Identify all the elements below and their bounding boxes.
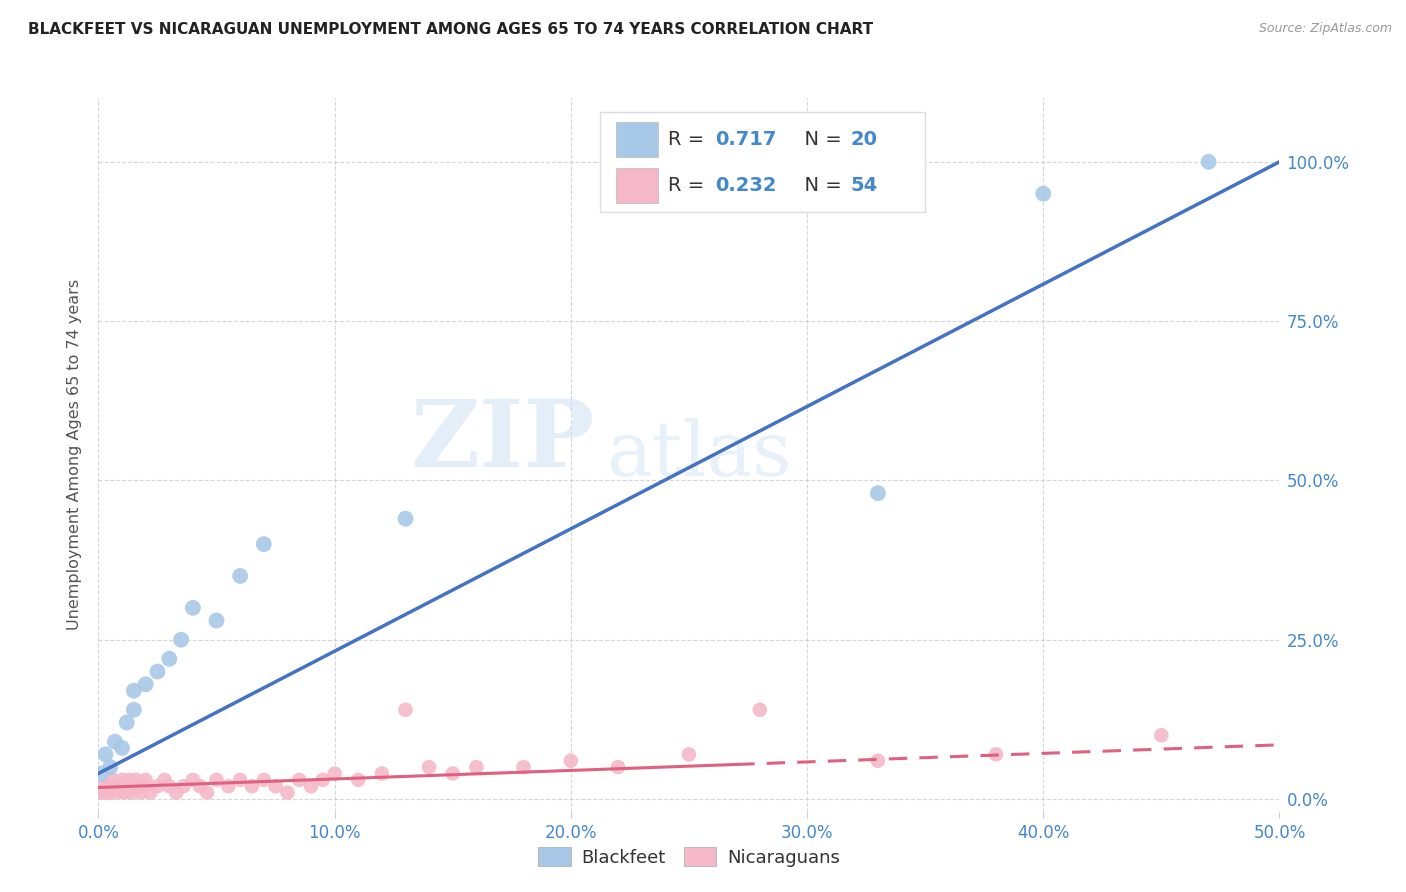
Text: Source: ZipAtlas.com: Source: ZipAtlas.com: [1258, 22, 1392, 36]
Text: N =: N =: [792, 129, 848, 149]
Text: atlas: atlas: [606, 418, 792, 491]
Point: [1032, 186, 1054, 201]
Point: [172, 779, 194, 793]
FancyBboxPatch shape: [616, 168, 658, 203]
Point: [253, 537, 276, 551]
Point: [512, 760, 534, 774]
Text: 0.232: 0.232: [714, 176, 776, 195]
Point: [139, 786, 162, 800]
Point: [157, 652, 180, 666]
Point: [101, 772, 124, 787]
Point: [347, 772, 370, 787]
Point: [94, 747, 117, 762]
Point: [104, 734, 127, 748]
Point: [1198, 154, 1220, 169]
Text: N =: N =: [792, 176, 848, 195]
Point: [132, 779, 155, 793]
Point: [418, 760, 440, 774]
Text: BLACKFEET VS NICARAGUAN UNEMPLOYMENT AMONG AGES 65 TO 74 YEARS CORRELATION CHART: BLACKFEET VS NICARAGUAN UNEMPLOYMENT AMO…: [28, 22, 873, 37]
Point: [181, 772, 204, 787]
Point: [465, 760, 488, 774]
Point: [104, 779, 127, 793]
Point: [560, 754, 582, 768]
Point: [111, 741, 134, 756]
Point: [264, 779, 287, 793]
Point: [165, 786, 187, 800]
Point: [146, 779, 169, 793]
Point: [115, 779, 138, 793]
Point: [371, 766, 394, 780]
Text: 54: 54: [851, 176, 877, 195]
Point: [128, 779, 150, 793]
Point: [217, 779, 239, 793]
FancyBboxPatch shape: [600, 112, 925, 212]
Point: [108, 779, 131, 793]
Point: [135, 772, 157, 787]
Point: [98, 786, 121, 800]
Point: [288, 772, 311, 787]
Point: [115, 715, 138, 730]
Point: [312, 772, 335, 787]
Point: [97, 779, 120, 793]
Point: [253, 772, 276, 787]
Point: [607, 760, 630, 774]
Legend: Blackfeet, Nicaraguans: Blackfeet, Nicaraguans: [531, 840, 846, 874]
Point: [229, 569, 252, 583]
Y-axis label: Unemployment Among Ages 65 to 74 years: Unemployment Among Ages 65 to 74 years: [67, 279, 83, 631]
Point: [323, 766, 346, 780]
Text: 20: 20: [851, 129, 877, 149]
Point: [153, 772, 176, 787]
Point: [170, 632, 193, 647]
Point: [205, 772, 228, 787]
Point: [205, 614, 228, 628]
Point: [121, 786, 143, 800]
Point: [122, 703, 145, 717]
Point: [135, 677, 157, 691]
Point: [441, 766, 464, 780]
FancyBboxPatch shape: [616, 121, 658, 157]
Text: R =: R =: [668, 129, 710, 149]
Point: [866, 754, 889, 768]
Point: [984, 747, 1007, 762]
Point: [181, 600, 204, 615]
Point: [90, 786, 112, 800]
Point: [748, 703, 770, 717]
Point: [90, 766, 112, 780]
Point: [129, 786, 152, 800]
Point: [276, 786, 298, 800]
Point: [188, 779, 211, 793]
Point: [94, 786, 117, 800]
Point: [122, 779, 145, 793]
Point: [118, 772, 141, 787]
Point: [240, 779, 263, 793]
Point: [122, 683, 145, 698]
Point: [146, 665, 169, 679]
Point: [229, 772, 252, 787]
Point: [394, 703, 416, 717]
Point: [678, 747, 700, 762]
Point: [157, 779, 180, 793]
Point: [299, 779, 322, 793]
Point: [111, 772, 134, 787]
Point: [1150, 728, 1173, 742]
Point: [91, 779, 114, 793]
Point: [125, 772, 148, 787]
Point: [195, 786, 218, 800]
Point: [98, 760, 121, 774]
Point: [866, 486, 889, 500]
Text: R =: R =: [668, 176, 710, 195]
Text: 0.717: 0.717: [714, 129, 776, 149]
Point: [105, 786, 128, 800]
Point: [112, 786, 135, 800]
Point: [394, 511, 416, 525]
Text: ZIP: ZIP: [411, 396, 595, 485]
